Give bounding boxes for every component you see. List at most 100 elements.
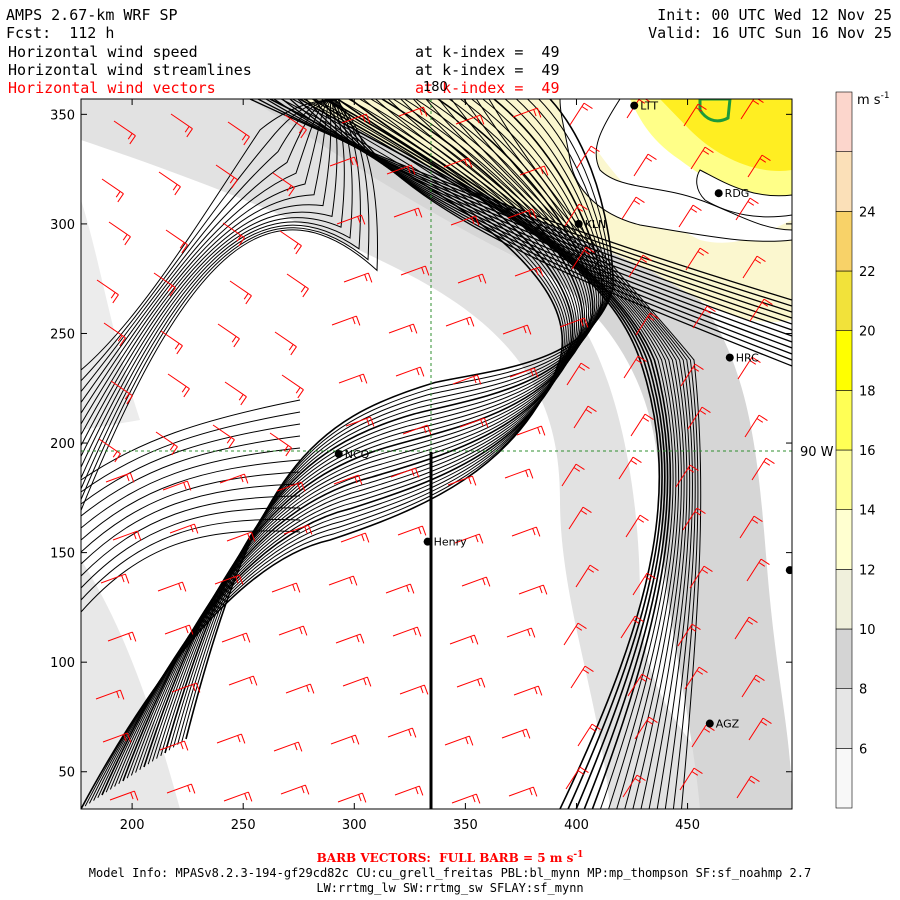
colorbar-units: m s-1 [857,91,890,108]
wind-barb [269,432,292,457]
wind-barb [512,107,542,118]
streamline [297,99,792,337]
wind-barb [749,298,773,322]
station-marker: AGZ [705,718,740,731]
wind-barb [330,734,360,745]
wind-barb [746,558,770,582]
wind-barb [102,732,132,743]
wind-barb [169,523,199,534]
wind-barb [338,373,368,384]
wind-barb [402,424,432,435]
wind-barb [112,530,142,541]
y-tick-label: 300 [50,218,75,233]
wind-barb [565,766,589,790]
wind-barb [627,673,651,697]
wind-barb [166,783,196,794]
wind-barb [566,362,590,386]
plot-frame [80,98,793,810]
streamline [81,471,301,553]
wind-barb [393,207,423,218]
product-title: AMPS 2.67-km WRF SP [6,6,178,24]
wind-barb [105,472,135,483]
y-tick-label: 250 [50,327,75,342]
wind-barb [677,623,701,647]
streamline [362,99,674,809]
station-dot [705,719,714,728]
wind-barb [100,573,130,584]
station-marker: NCQ [334,448,370,461]
wind-barb [96,279,119,304]
streamline [337,99,669,809]
wind-barb [571,246,595,270]
streamline [81,447,301,529]
wind-barb [335,633,365,644]
colorbar-segment [835,628,853,689]
streamline [81,423,301,505]
field-3-level: at k-index = 49 [415,79,560,97]
y-tick-label: 350 [50,108,75,123]
wind-barb [162,480,192,491]
streamline [81,435,301,517]
valid-time: Valid: 16 UTC Sun 16 Nov 25 [648,24,892,42]
wind-barb [737,356,761,380]
streamline [249,99,792,301]
wind-barb [224,381,247,406]
streamline [289,99,792,331]
wind-barb [108,221,131,246]
streamline [81,459,301,541]
wind-barb [445,316,475,327]
streamline [475,99,699,809]
wind-barb [748,717,772,741]
wind-barb [454,533,484,544]
streamline [81,530,301,613]
wind-barb [564,203,588,227]
colorbar-segment [835,449,853,510]
wind-barb [687,406,711,430]
wind-barbs [95,99,775,804]
field-3-name: Horizontal wind vectors [8,79,216,97]
wind-barb [735,197,759,221]
colorbar-segment [835,330,853,391]
wind-barb [226,531,256,542]
wind-barb [385,583,415,594]
wind-barb [502,324,532,335]
streamline [425,99,688,809]
x-tick-label: 300 [342,818,367,833]
streamline [413,99,685,809]
wind-barb [513,685,543,696]
streamline [321,99,792,355]
wind-barb [506,627,536,638]
wind-barb [274,331,297,356]
wind-barb [751,457,775,481]
wind-barb [744,414,768,438]
wind-barb [692,305,716,329]
colorbar-segment [835,569,853,630]
wind-barb [281,374,304,399]
wind-barb [685,247,709,271]
wind-barb [561,463,585,487]
streamline [81,411,301,493]
station-label: HRC [736,352,759,365]
colorbar-label: 6 [859,742,867,757]
wind-barb [217,323,240,348]
wind-barb [740,99,764,120]
station-label: NCQ [345,448,370,461]
colorbar-label: 24 [859,205,876,220]
wind-barb [333,474,363,485]
colorbar-label: 12 [859,563,876,578]
wind-barb [563,622,587,646]
wind-barb [741,674,765,698]
wind-barb [340,532,370,543]
streamline [81,519,301,601]
streamlines [81,99,792,809]
wind-barb [516,425,546,436]
wind-barb [345,416,375,427]
wind-barb [569,102,593,126]
y-tick-label: 50 [58,766,75,781]
station-label: KLN [585,218,607,231]
streamline [299,99,661,809]
y-tick-label: 100 [50,656,75,671]
station-marker: RDG [714,187,749,200]
wind-barb [680,363,704,387]
wind-barb [285,683,315,694]
